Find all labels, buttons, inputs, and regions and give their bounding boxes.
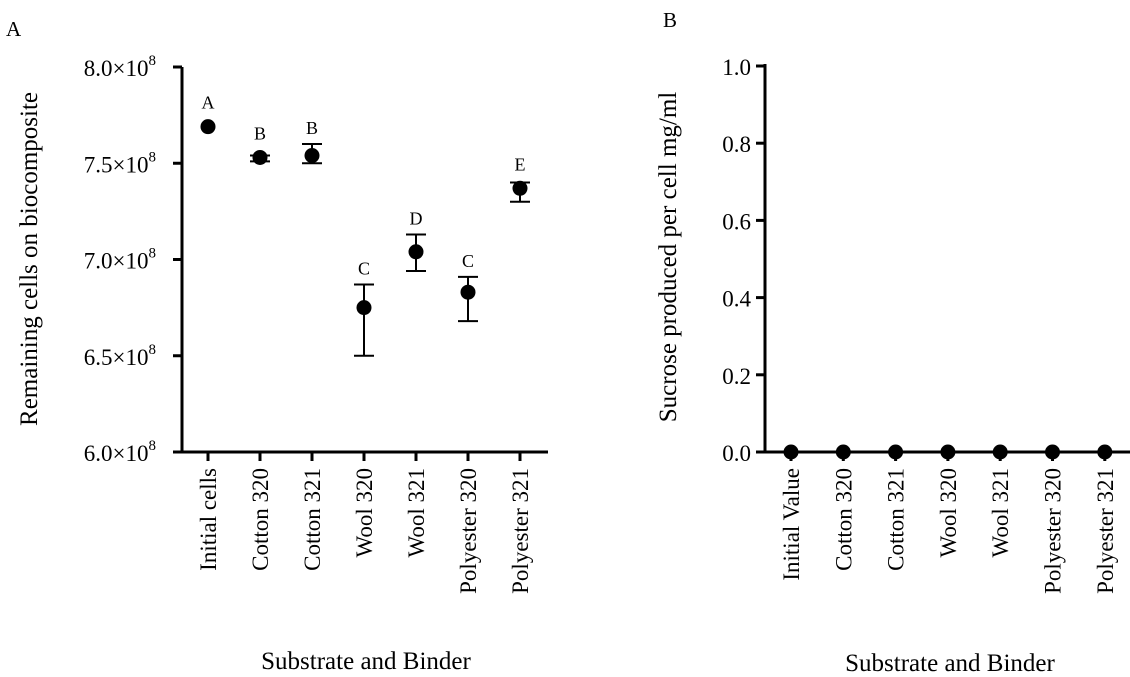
panel-b-y-tick-label: 0.4	[722, 287, 751, 312]
panel-a-significance-letter: C	[358, 259, 370, 279]
panel-a-y-tick-label: 7.0×108	[84, 246, 156, 274]
panel-b-category-label: Polyester 321	[1093, 468, 1118, 594]
panel-b-category-label: Cotton 321	[884, 468, 909, 571]
panel-a-data-point	[512, 180, 528, 196]
panel-b-x-axis-title: Substrate and Binder	[845, 650, 1055, 677]
panel-b-y-tick-label: 0.2	[722, 364, 751, 389]
panel-b-category-label: Wool 321	[988, 468, 1013, 558]
panel-b-data-point	[1045, 444, 1060, 460]
panel-a-significance-letter: D	[410, 208, 423, 228]
panel-b-label: B	[663, 8, 677, 32]
panel-b-data-point	[940, 444, 956, 460]
panel-b-data-point	[992, 444, 1008, 460]
panel-b-x-ticks: Initial Value Cotton 320 Cotton 321 Wool 32…	[779, 452, 1118, 594]
panel-a-marks: A B B C D C E	[200, 93, 530, 357]
panel-b-data-point	[1097, 444, 1113, 460]
panel-a-significance-letter: E	[515, 154, 526, 174]
panel-b-y-ticks: 0.0 0.2 0.4 0.6 0.8 1.0	[722, 55, 765, 466]
panel-b-category-label: Wool 320	[936, 468, 961, 558]
panel-b-data-point	[835, 444, 851, 460]
panel-b-marks	[783, 444, 1113, 460]
panel-a-data-point	[356, 300, 372, 316]
panel-a-category-label: Wool 320	[352, 468, 377, 558]
panel-a-category-label: Wool 321	[404, 468, 429, 558]
panel-a-data-point	[460, 284, 476, 300]
panel-a-x-ticks: Initial cells Cotton 320 Cotton 321 Wool 32…	[196, 452, 533, 594]
panel-a-y-tick-label: 7.5×108	[84, 149, 156, 177]
panel-a-y-tick-exponent: 8	[149, 342, 157, 358]
panel-b-category-label: Cotton 320	[831, 468, 856, 571]
panel-a-data-point	[304, 148, 320, 164]
panel-a-y-tick-exponent: 8	[149, 246, 157, 262]
panel-a-y-tick-exponent: 8	[149, 438, 157, 454]
panel-b-y-axis-title: Sucrose produced per cell mg/ml	[655, 92, 682, 423]
panel-b-y-tick-label: 1.0	[722, 55, 751, 80]
panel-a-data-point	[408, 244, 424, 260]
panel-a-significance-letter: B	[254, 123, 266, 143]
panel-a-x-axis-title: Substrate and Binder	[261, 648, 471, 675]
panel-b-category-label: Polyester 320	[1041, 468, 1066, 594]
panel-b-category-label: Initial Value	[779, 468, 804, 581]
panel-a-significance-letter: C	[462, 251, 474, 271]
panel-a-y-tick-label: 6.0×108	[84, 438, 156, 466]
panel-a-y-tick-label: 8.0×108	[84, 53, 156, 81]
panel-a-data-point	[252, 149, 268, 165]
panel-a-y-ticks: 6.0×108 6.5×108 7.0×108 7.5×108 8.0×108	[84, 53, 182, 466]
panel-a-y-axis-title: Remaining cells on biocomposite	[16, 92, 43, 426]
panel-a-category-label: Initial cells	[196, 468, 221, 571]
panel-a-category-label: Cotton 320	[248, 468, 273, 571]
panel-b: B Sucrose produced per cell mg/ml Substr…	[655, 8, 1130, 677]
panel-a-data-point	[200, 119, 216, 135]
panel-a-y-tick-label: 6.5×108	[84, 342, 156, 370]
panel-a-significance-letter: A	[202, 93, 215, 113]
panel-a-category-label: Cotton 321	[300, 468, 325, 571]
panel-b-y-tick-label: 0.0	[722, 441, 751, 466]
panel-b-data-point	[783, 444, 799, 460]
panel-b-y-tick-label: 0.6	[722, 209, 751, 234]
panel-a-significance-letter: B	[306, 118, 318, 138]
panel-a: A Remaining cells on biocomposite Substr…	[6, 17, 548, 675]
panel-b-y-tick-label: 0.8	[722, 132, 751, 157]
panel-a-y-tick-exponent: 8	[149, 149, 157, 165]
panel-a-label: A	[6, 17, 22, 41]
panel-b-data-point	[888, 444, 904, 460]
panel-a-category-label: Polyester 321	[508, 468, 533, 594]
panel-a-category-label: Polyester 320	[456, 468, 481, 594]
panel-a-y-tick-exponent: 8	[149, 53, 157, 69]
